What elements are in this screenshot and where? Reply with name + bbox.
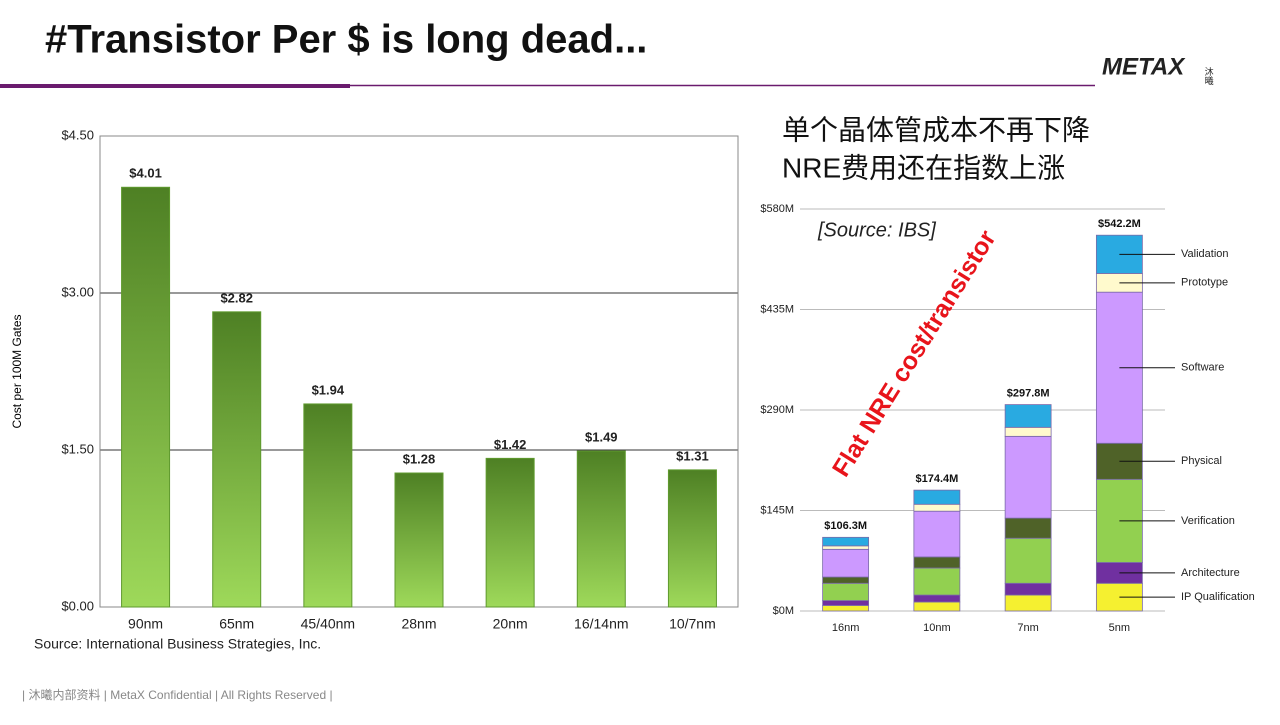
data-label: $2.82 [220, 290, 253, 305]
logo: METAX [1102, 53, 1186, 80]
bar [212, 311, 262, 608]
data-label: $1.94 [312, 382, 345, 397]
bar [303, 403, 353, 608]
x-tick-label: 45/40nm [301, 616, 355, 632]
slide-title: #Transistor Per $ is long dead... [45, 18, 647, 62]
data-label: $1.28 [403, 451, 436, 466]
x-tick-label: 20nm [493, 616, 528, 632]
bar [394, 472, 444, 608]
bar [667, 469, 717, 608]
bar [121, 186, 171, 608]
y-tick-label: $1.50 [61, 441, 94, 456]
y-tick-label: $4.50 [61, 127, 94, 142]
x-tick-label: 10/7nm [669, 616, 716, 632]
x-tick-label: 65nm [219, 616, 254, 632]
y-tick-label: $145M [760, 504, 794, 516]
x-tick-label: 16/14nm [574, 616, 628, 632]
data-label: $1.42 [494, 437, 527, 452]
legend-label: Physical [1181, 455, 1222, 467]
x-tick-label: 7nm [1017, 622, 1038, 634]
bar-segment [822, 576, 870, 584]
bar-segment [822, 582, 870, 602]
bar-segment [822, 545, 870, 550]
bar-segment [1004, 537, 1052, 584]
bar-segment [1004, 594, 1052, 612]
legend-label: Verification [1181, 515, 1235, 527]
total-label: $297.8M [1007, 388, 1050, 400]
bar-segment [822, 548, 870, 578]
y-axis-title: Cost per 100M Gates [10, 314, 24, 428]
x-tick-label: 28nm [401, 616, 436, 632]
annotation: Flat NRE cost/transistor [827, 225, 1002, 482]
y-tick-label: $290M [760, 404, 794, 416]
x-tick-label: 10nm [923, 622, 951, 634]
note: NRE费用还在指数上涨 [782, 152, 1065, 183]
data-label: $1.49 [585, 429, 618, 444]
bar-segment [1004, 426, 1052, 437]
bar-segment [913, 489, 961, 505]
bar-segment [1004, 582, 1052, 596]
total-label: $106.3M [824, 520, 867, 532]
bar-segment [913, 510, 961, 558]
legend-label: Prototype [1181, 277, 1228, 289]
bar-segment [913, 601, 961, 612]
data-label: $1.31 [676, 448, 709, 463]
x-tick-label: 5nm [1109, 622, 1130, 634]
y-tick-label: $3.00 [61, 284, 94, 299]
footer: | 沐曦内部资料 | MetaX Confidential | All Righ… [22, 687, 333, 702]
bar-segment [913, 594, 961, 603]
bar-segment [913, 503, 961, 512]
title-rule-thick [0, 84, 350, 88]
bar-segment [822, 600, 870, 606]
bar-segment [913, 567, 961, 596]
y-tick-label: $0M [773, 605, 794, 617]
total-label: $542.2M [1098, 218, 1141, 230]
bar [576, 450, 626, 608]
y-tick-label: $0.00 [61, 598, 94, 613]
annotation: [Source: IBS] [817, 219, 936, 241]
data-label: $4.01 [129, 166, 162, 181]
bar-segment [822, 536, 870, 547]
legend-label: Validation [1181, 248, 1229, 260]
x-tick-label: 90nm [128, 616, 163, 632]
y-tick-label: $580M [760, 203, 794, 215]
bar-segment [1004, 435, 1052, 519]
logo-cn: 沐曦 [1204, 66, 1214, 86]
legend-label: Architecture [1181, 567, 1240, 579]
total-label: $174.4M [915, 473, 958, 485]
source: Source: International Business Strategie… [34, 636, 321, 652]
bar-segment [913, 556, 961, 569]
x-tick-label: 16nm [832, 622, 860, 634]
legend-label: IP Qualification [1181, 591, 1255, 603]
legend-label: Software [1181, 362, 1224, 374]
bar [485, 457, 535, 608]
bar-segment [1004, 404, 1052, 428]
note: 单个晶体管成本不再下降 [782, 114, 1090, 145]
bar-segment [1004, 517, 1052, 539]
bar-segment [822, 605, 870, 612]
y-tick-label: $435M [760, 303, 794, 315]
